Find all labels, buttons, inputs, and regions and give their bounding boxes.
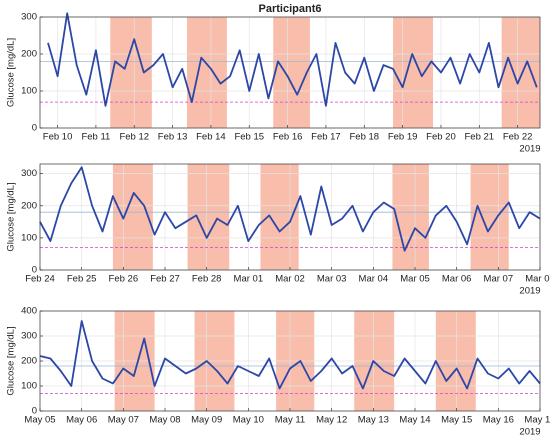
x-tick-label: Feb 12 bbox=[119, 132, 149, 143]
x-tick-label: May 15 bbox=[441, 415, 472, 426]
shaded-range bbox=[186, 17, 227, 128]
y-tick-label: 100 bbox=[21, 86, 37, 97]
x-tick-label: May 16 bbox=[483, 415, 514, 426]
y-axis-label: Glucose [mg/dL] bbox=[6, 182, 17, 251]
x-tick-label: Feb 18 bbox=[349, 132, 379, 143]
x-tick-label: Feb 28 bbox=[192, 274, 222, 285]
x-tick-label: Feb 11 bbox=[81, 132, 110, 143]
x-tick-label: Feb 17 bbox=[311, 132, 341, 143]
plot-frame bbox=[39, 16, 541, 129]
y-tick-label: 100 bbox=[21, 381, 37, 392]
glucose-line bbox=[39, 166, 541, 252]
x-tick-label: May 13 bbox=[358, 415, 389, 426]
x-tick-label: Mar 05 bbox=[400, 274, 430, 285]
x-tick-label: Feb 16 bbox=[273, 132, 303, 143]
plot-frame bbox=[39, 310, 541, 412]
shaded-range bbox=[273, 17, 310, 128]
y-tick-label: 0 bbox=[32, 123, 37, 134]
x-tick-label: Mar 01 bbox=[234, 274, 264, 285]
x-tick-label: May 06 bbox=[66, 415, 97, 426]
glucose-line bbox=[39, 320, 541, 390]
y-axis-label: Glucose [mg/dL] bbox=[6, 38, 17, 107]
x-tick-label: Feb 21 bbox=[465, 132, 495, 143]
x-year-label: 2019 bbox=[519, 144, 540, 155]
x-tick-label: Feb 25 bbox=[67, 274, 97, 285]
x-tick-label: Feb 20 bbox=[426, 132, 456, 143]
y-tick-label: 300 bbox=[21, 331, 37, 342]
x-tick-label: Mar 06 bbox=[442, 274, 472, 285]
y-tick-label: 200 bbox=[21, 49, 37, 60]
shaded-range bbox=[392, 164, 429, 270]
x-tick-label: May 10 bbox=[233, 415, 264, 426]
plot-frame bbox=[39, 163, 541, 271]
x-tick-label: May 11 bbox=[275, 415, 305, 426]
x-year-label: 2019 bbox=[519, 427, 540, 438]
shaded-range bbox=[112, 164, 153, 270]
x-tick-label: Feb 26 bbox=[109, 274, 139, 285]
x-year-label: 2019 bbox=[519, 286, 540, 297]
y-axis-label: Glucose [mg/dL] bbox=[6, 326, 17, 395]
x-tick-label: Feb 13 bbox=[158, 132, 188, 143]
x-tick-label: Feb 14 bbox=[196, 132, 226, 143]
y-tick-label: 200 bbox=[21, 356, 37, 367]
x-tick-label: Feb 24 bbox=[25, 274, 55, 285]
x-tick-label: May 05 bbox=[24, 415, 55, 426]
y-tick-label: 100 bbox=[21, 232, 37, 243]
shaded-range bbox=[501, 17, 540, 128]
x-tick-label: Feb 19 bbox=[388, 132, 418, 143]
x-tick-label: Feb 22 bbox=[503, 132, 533, 143]
x-tick-label: Feb 10 bbox=[43, 132, 73, 143]
shaded-range bbox=[393, 17, 433, 128]
x-tick-label: May 07 bbox=[108, 415, 139, 426]
shaded-range bbox=[110, 17, 152, 128]
x-tick-label: Mar 03 bbox=[317, 274, 347, 285]
y-tick-label: 0 bbox=[32, 265, 37, 276]
y-tick-label: 300 bbox=[21, 168, 37, 179]
y-tick-label: 400 bbox=[21, 306, 37, 317]
y-tick-label: 0 bbox=[32, 406, 37, 417]
glucose-line bbox=[47, 12, 538, 107]
x-tick-label: Feb 15 bbox=[234, 132, 264, 143]
chart-title: Participant6 bbox=[259, 3, 322, 15]
x-tick-label: May 17 bbox=[524, 415, 550, 426]
x-tick-label: Feb 27 bbox=[150, 274, 180, 285]
x-tick-label: May 09 bbox=[191, 415, 222, 426]
x-tick-label: May 08 bbox=[149, 415, 180, 426]
x-tick-label: May 14 bbox=[399, 415, 430, 426]
y-tick-label: 300 bbox=[21, 12, 37, 23]
x-tick-label: May 12 bbox=[316, 415, 347, 426]
shaded-range bbox=[470, 164, 509, 270]
x-tick-label: Mar 07 bbox=[484, 274, 514, 285]
y-tick-label: 200 bbox=[21, 200, 37, 211]
x-tick-label: Mar 04 bbox=[359, 274, 389, 285]
x-tick-label: Mar 08 bbox=[525, 274, 550, 285]
x-tick-label: Mar 02 bbox=[275, 274, 305, 285]
